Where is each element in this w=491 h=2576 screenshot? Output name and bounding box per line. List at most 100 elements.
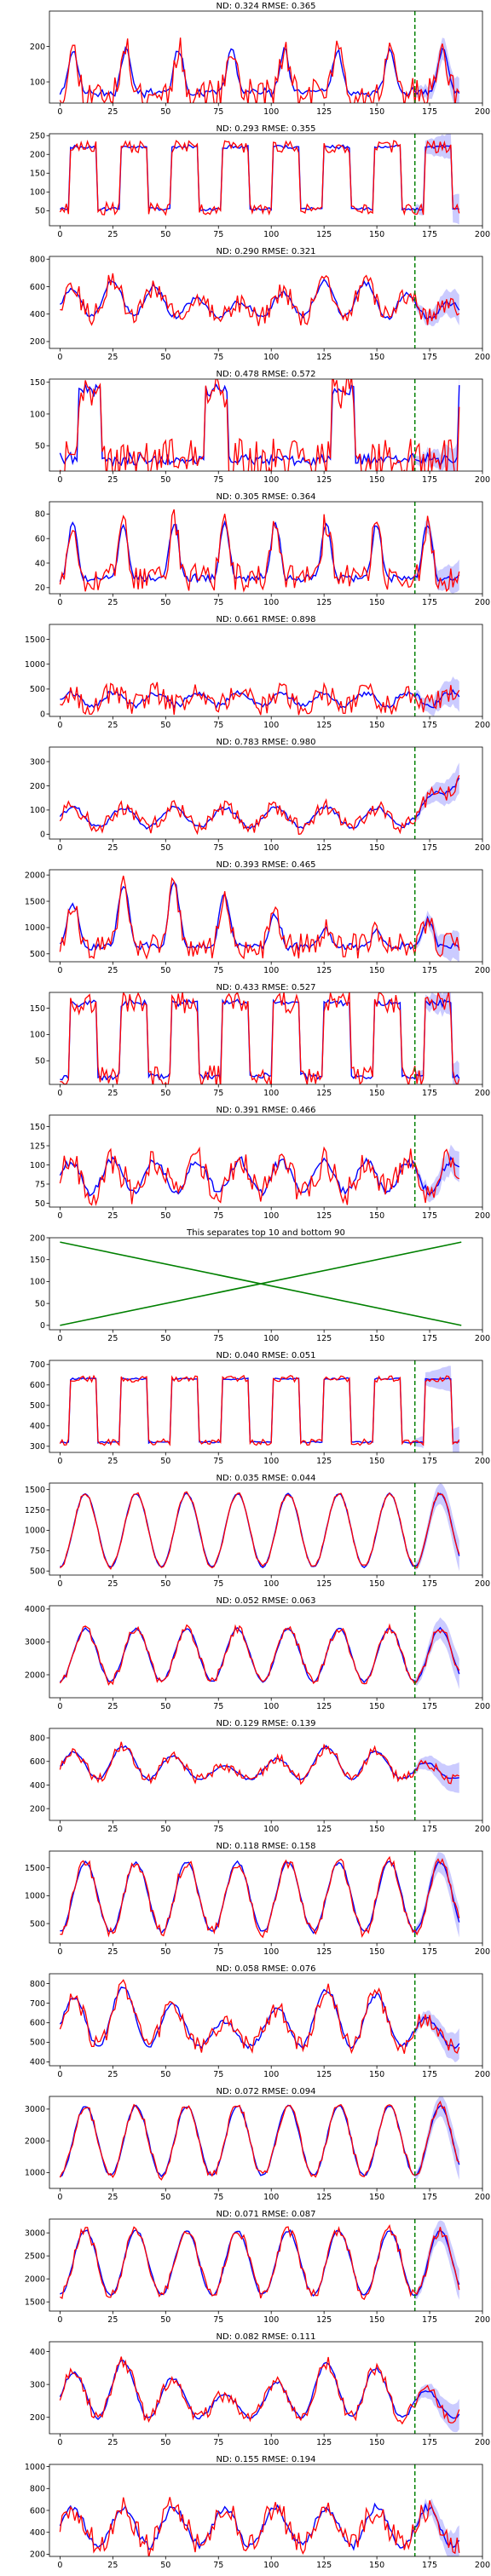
y-tick-label: 300 [30,2380,45,2389]
chart-panel-19: ND: 0.071 RMSE: 0.087 0 25 50 75 100 125 150 175… [25,2210,490,2325]
chart-panel-17: ND: 0.058 RMSE: 0.076 0 25 50 75 100 125 150 175… [30,1964,490,2079]
y-tick-label: 125 [30,1141,45,1151]
plot-area [60,1115,459,1207]
x-tick-label: 75 [213,1702,223,1711]
x-tick-label: 75 [213,1947,223,1957]
y-tick-label: 100 [30,1031,45,1040]
y-tick-label: 600 [30,2019,45,2028]
x-tick-label: 150 [369,353,384,362]
y-tick-label: 500 [30,2038,45,2048]
x-tick-label: 75 [213,2315,223,2325]
x-tick-label: 50 [160,1947,170,1957]
y-tick-label: 500 [30,1401,45,1411]
actual-series-line [60,2226,459,2300]
y-tick-label: 500 [30,1919,45,1929]
x-tick-label: 25 [107,230,118,239]
x-tick-label: 0 [57,2193,62,2202]
x-tick-label: 150 [369,1579,384,1589]
x-tick-label: 125 [316,1825,332,1834]
x-tick-label: 0 [57,843,62,853]
x-tick-label: 150 [369,1089,384,1098]
axes-frame [49,1728,482,1820]
chart-panel-2: ND: 0.293 RMSE: 0.3550 25 50 75 100 125 150 175… [30,124,490,239]
x-tick-label: 175 [422,107,437,117]
x-tick-label: 100 [263,843,279,853]
chart-panel-10: ND: 0.391 RMSE: 0.4660 25 50 75 100 125 150 175… [30,1106,490,1221]
x-tick-label: 25 [107,2438,118,2447]
x-tick-label: 150 [369,1334,384,1343]
panel-title: ND: 0.082 RMSE: 0.111 [217,2332,316,2342]
x-tick-label: 25 [107,2070,118,2079]
y-tick-label: 1500 [25,897,45,906]
panel-title: ND: 0.129 RMSE: 0.139 [217,1719,316,1728]
chart-panel-16: ND: 0.118 RMSE: 0.158 0 25 50 75 100 125 150 175… [25,1842,490,1957]
x-tick-label: 100 [263,2438,279,2447]
x-tick-label: 25 [107,1579,118,1589]
forecast-series-line [60,1745,459,1780]
panel-title: ND: 0.661 RMSE: 0.898 [217,615,316,624]
x-tick-label: 50 [160,1334,170,1343]
y-tick-label: 4000 [25,1605,45,1614]
x-tick-label: 100 [263,230,279,239]
y-tick-label: 150 [30,378,45,388]
x-tick-label: 75 [213,966,223,975]
y-tick-label: 300 [30,1442,45,1452]
x-tick-label: 50 [160,843,170,853]
plot-area [60,2464,459,2561]
y-tick-label: 200 [30,2550,45,2560]
x-tick-label: 25 [107,966,118,975]
x-tick-label: 100 [263,475,279,485]
actual-series-line [60,1742,459,1784]
x-tick-label: 150 [369,2561,384,2570]
chart-panel-8: ND: 0.393 RMSE: 0.465 0 25 50 75 100 125 150 175… [25,860,490,975]
plot-area [60,256,459,348]
x-tick-label: 175 [422,2193,437,2202]
actual-series-line [60,1148,459,1205]
y-tick-label: 300 [30,757,45,767]
x-tick-label: 100 [263,353,279,362]
x-tick-label: 100 [263,2561,279,2570]
x-tick-label: 175 [422,966,437,975]
y-tick-label: 100 [30,410,45,419]
y-tick-label: 50 [35,1299,45,1308]
y-tick-label: 500 [30,685,45,694]
y-tick-label: 500 [30,950,45,959]
x-tick-label: 200 [475,1334,490,1343]
y-tick-label: 600 [30,2506,45,2516]
x-tick-label: 25 [107,107,118,117]
x-tick-label: 50 [160,1089,170,1098]
chart-panel-7: ND: 0.783 RMSE: 0.980 0 25 50 75 100 125 150 175… [30,738,490,853]
y-tick-label: 1000 [25,2463,45,2472]
forecast-series-line [60,2230,459,2296]
x-tick-label: 75 [213,1579,223,1589]
x-tick-label: 125 [316,598,332,607]
x-tick-label: 125 [316,107,332,117]
panel-title: ND: 0.478 RMSE: 0.572 [217,370,316,379]
y-tick-label: 1500 [25,2298,45,2308]
x-tick-label: 200 [475,2193,490,2202]
x-tick-label: 150 [369,107,384,117]
x-tick-label: 25 [107,2315,118,2325]
panel-title: ND: 0.040 RMSE: 0.051 [217,1351,316,1360]
actual-series-line [60,371,459,480]
x-tick-label: 0 [57,230,62,239]
x-tick-label: 125 [316,475,332,485]
y-tick-label: 1500 [25,635,45,645]
y-tick-label: 0 [40,831,45,840]
actual-series-line [60,1857,459,1937]
actual-series-line [60,682,459,716]
x-tick-label: 100 [263,598,279,607]
x-tick-label: 75 [213,843,223,853]
y-tick-label: 2500 [25,2252,45,2262]
x-tick-label: 100 [263,966,279,975]
plot-area [60,133,459,226]
actual-series-line [60,273,459,326]
x-tick-label: 200 [475,2070,490,2079]
y-tick-label: 1000 [25,1527,45,1536]
y-tick-label: 75 [35,1180,45,1189]
x-tick-label: 50 [160,1702,170,1711]
x-tick-label: 175 [422,2315,437,2325]
x-tick-label: 125 [316,2438,332,2447]
x-tick-label: 200 [475,966,490,975]
